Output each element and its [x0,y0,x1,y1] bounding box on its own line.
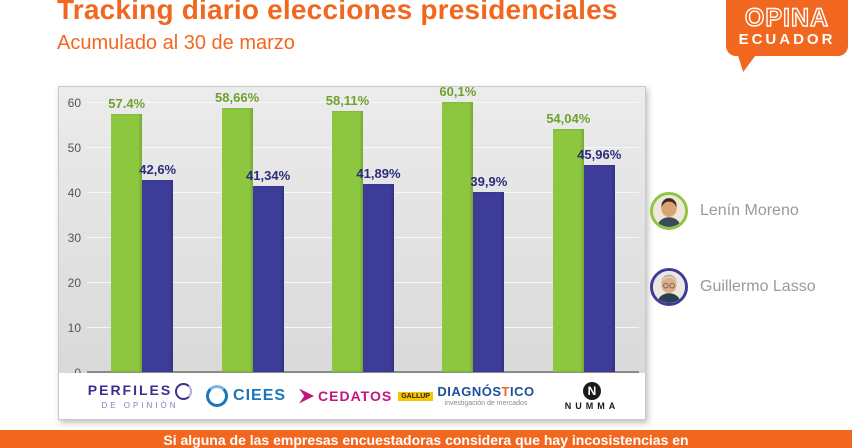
bar-group-numma: 54,04% 45,96% [546,102,621,372]
lasso-face-icon [653,271,685,303]
y-tick-label-50: 50 [67,141,81,155]
bar-group-perfiles-de-opini-n: 57.4% 42,6% [108,96,176,372]
legend-name-lasso: Guillermo Lasso [700,278,816,295]
logo-ciees-name: CIEES [233,387,287,404]
logo-perfiles-sub: DE OPINIÓN [101,400,179,410]
bar-column: 54,04% [546,102,590,372]
bar-group-cedatos: 58,11% 41,89% [326,93,401,372]
bar-numma-moreno [552,128,584,372]
bar-value-label: 60,1% [439,83,477,99]
bar-groups: 57.4% 42,6% 58,66% 41,34% 58,11% 41,89% 60,1% 3… [87,84,639,372]
logo-diagnostico-sub: investigación de mercados [444,400,528,407]
logo-numma: N NUMMA [539,381,645,411]
y-tick-label-20: 20 [67,276,81,290]
page-subtitle: Acumulado al 30 de marzo [57,32,295,54]
bar-value-label: 41,89% [356,165,401,181]
logo-diagnostico: DIAGNÓSTICO investigación de mercados [433,385,539,407]
bar-column: 41,34% [246,102,290,372]
legend: Lenín Moreno Guillermo Lasso [650,192,850,344]
legend-item-moreno: Lenín Moreno [650,192,850,230]
y-tick-label-60: 60 [67,96,81,110]
bar-column: 60,1% [439,84,476,372]
bar-column: 58,66% [215,90,259,372]
bar-column: 39,9% [470,102,507,372]
brand-badge: OPINA ECUADOR [726,0,848,72]
legend-name-moreno: Lenín Moreno [700,202,799,219]
moreno-face-icon [653,195,685,227]
bar-value-label: 58,66% [215,90,260,106]
bar-group-ciees: 58,66% 41,34% [215,90,290,372]
bar-ciees-lasso [252,185,284,372]
bar-column: 42,6% [139,102,176,372]
plot-area: 0102030405060 57.4%42,6%58,66%41,34%58,1… [59,84,645,380]
bar-value-label: 58,11% [325,92,370,108]
logo-cedatos-name: CEDATOS [318,388,393,404]
bar-column: 57.4% [108,96,145,372]
bar-value-label: 42,6% [139,162,177,178]
footer-text: Si alguna de las empresas encuestadoras … [163,432,689,448]
logo-numma-name: NUMMA [564,400,620,411]
bar-perfiles-de-opini-n-lasso [142,180,174,372]
gridline-0 [87,371,639,373]
y-tick-label-40: 40 [67,186,81,200]
logo-cedatos-sub: GALLUP [398,391,433,401]
legend-item-lasso: Guillermo Lasso [650,268,850,306]
cedatos-mark-icon [299,388,315,404]
bar-column: 41,89% [356,102,401,372]
logo-diagnostico-name: DIAGNÓSTICO [437,384,535,399]
logo-cedatos: CEDATOS GALLUP [299,388,433,404]
bar-ciees-moreno [221,108,253,372]
y-tick-label-10: 10 [67,321,81,335]
y-axis: 0102030405060 [59,96,83,380]
logo-ciees: CIEES [193,385,299,407]
pollster-logos: PERFILES DE OPINIÓN CIEES CEDATOS GALLUP… [59,373,645,419]
gridline-50 [87,147,639,148]
ciees-ring-icon [206,385,229,407]
logo-perfiles: PERFILES DE OPINIÓN [87,382,193,410]
bar-column: 45,96% [577,102,621,372]
bar-diagn-stico-moreno [442,101,474,372]
header: Tracking diario elecciones presidenciale… [57,0,618,55]
bar-value-label: 45,96% [577,147,622,163]
bar-diagn-stico-lasso [473,192,505,372]
avatar-lenin-moreno [650,192,688,230]
brand-ecuador-text: ECUADOR [738,31,836,48]
numma-circle-icon: N [582,381,601,400]
chart-panel: 0102030405060 57.4%42,6%58,66%41,34%58,1… [58,84,646,420]
footer-bar: Si alguna de las empresas encuestadoras … [0,430,852,448]
bar-cedatos-lasso [362,183,394,372]
bar-perfiles-de-opini-n-moreno [111,113,143,372]
gridline-60 [87,102,639,103]
perfiles-swirl-icon [175,382,193,400]
brand-opina-text: OPINA [744,4,830,32]
bar-group-diagn-stico: 60,1% 39,9% [439,84,507,372]
y-tick-label-30: 30 [67,231,81,245]
bar-value-label: 57.4% [108,95,146,111]
bar-column: 58,11% [326,93,369,372]
brand-badge-tail [734,55,756,72]
bar-value-label: 54,04% [546,110,591,126]
logo-perfiles-name: PERFILES [88,382,193,400]
avatar-guillermo-lasso [650,268,688,306]
page-title: Tracking diario elecciones presidenciale… [57,0,618,25]
bar-value-label: 39,9% [470,174,508,190]
bar-cedatos-moreno [331,110,363,372]
bar-value-label: 41,34% [246,167,291,183]
bar-numma-lasso [583,165,615,372]
